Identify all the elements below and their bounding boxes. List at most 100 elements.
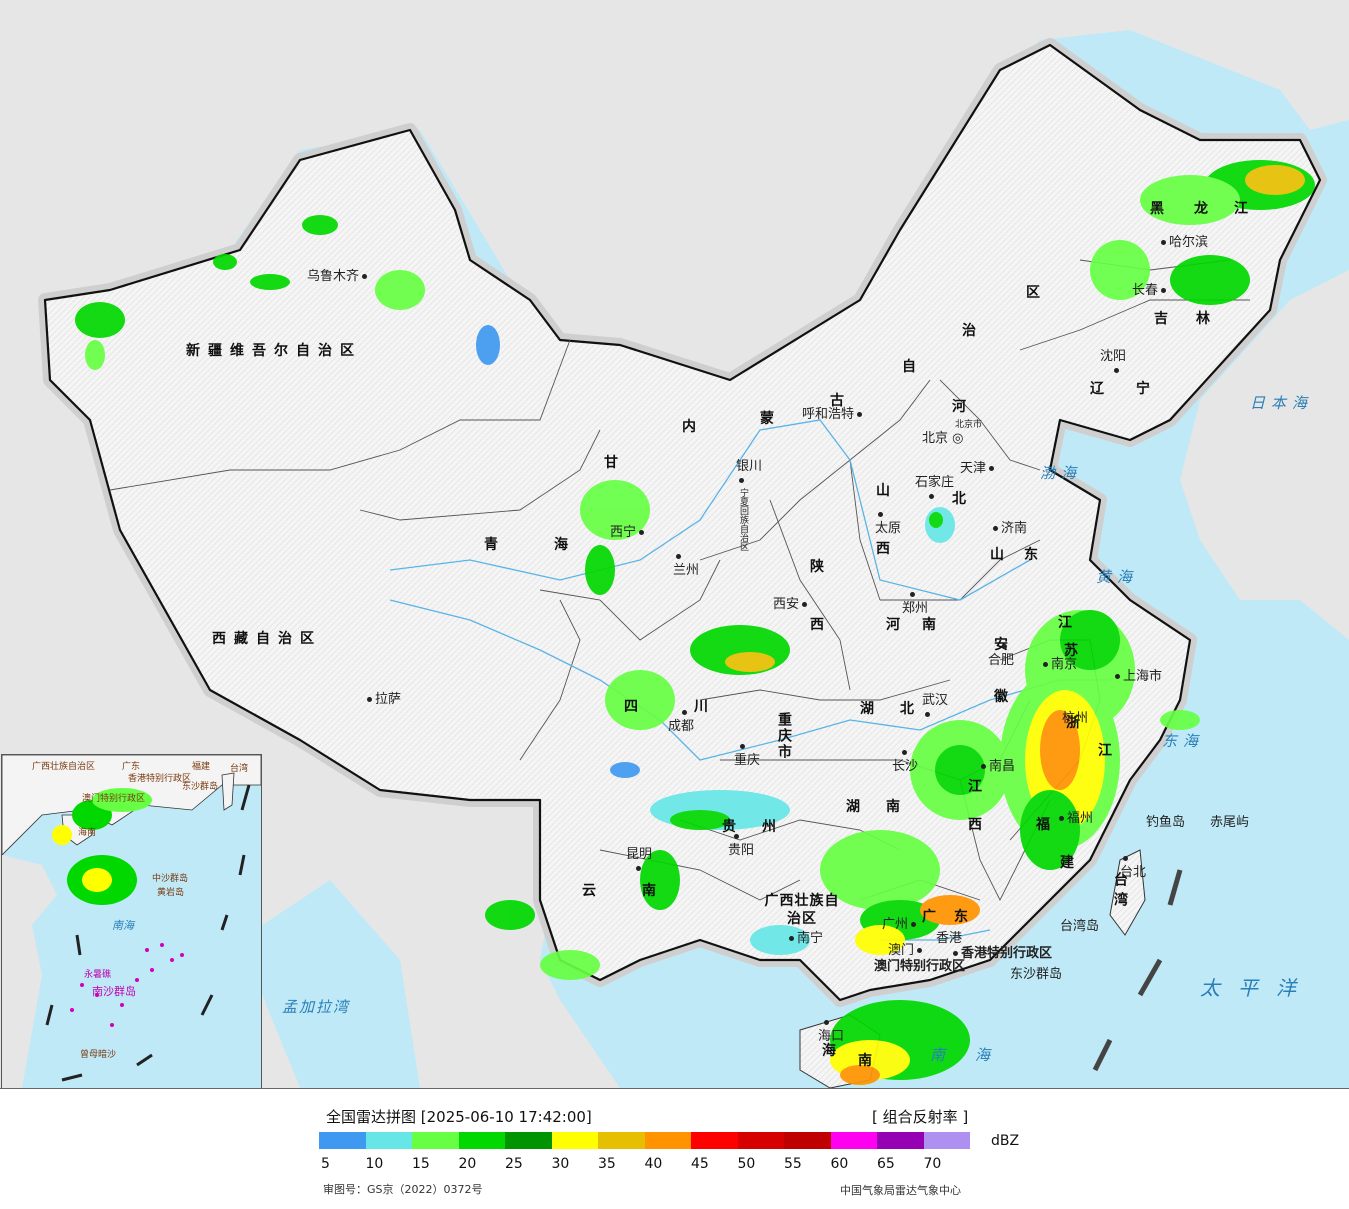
label-dongsha: 东沙群岛 <box>1010 967 1063 982</box>
legend-unit: dBZ <box>991 1133 1020 1149</box>
city-macao: 澳门 <box>888 944 925 958</box>
foreign-land-north <box>0 0 1349 380</box>
inset-label-guangxi: 广西壮族自治区 <box>32 762 96 772</box>
city-guangzhou: 广州 <box>882 918 919 932</box>
province-guangdong-1: 广 <box>922 909 944 925</box>
legend-tick-label: 25 <box>505 1156 523 1172</box>
city-guiyang: 贵阳 <box>728 830 754 858</box>
taiwan-island <box>1109 849 1146 936</box>
province-sichuan-1: 四 <box>624 699 646 715</box>
legend-swatch <box>598 1132 645 1149</box>
legend-panel: 全国雷达拼图 [2025-06-10 17:42:00] [ 组合反射率 ] d… <box>0 1088 1349 1209</box>
radar-echoes <box>75 160 1315 1085</box>
province-jiangxi-1: 江 <box>968 779 990 795</box>
province-heilongjiang-3: 江 <box>1234 201 1256 217</box>
legend-swatch <box>923 1132 970 1149</box>
city-beijing: 北京 ◎ <box>922 431 964 446</box>
legend-tick-label: 20 <box>458 1156 477 1172</box>
label-taiwan-island: 台湾岛 <box>1060 919 1100 934</box>
city-taipei: 台北 <box>1120 852 1146 880</box>
china-map-graphic <box>0 0 1349 1088</box>
city-lhasa: 拉萨 <box>364 693 401 707</box>
city-xining: 西宁 <box>610 526 647 540</box>
province-shandong-1: 山 <box>990 547 1012 563</box>
legend-tick-label: 60 <box>830 1156 849 1172</box>
city-hohhot: 呼和浩特 <box>802 408 865 422</box>
province-hebei-1: 河 <box>952 399 974 415</box>
sea-bohai: 渤海 <box>1040 464 1083 482</box>
province-jiangxi-2: 西 <box>968 817 990 833</box>
city-zhengzhou: 郑州 <box>902 588 928 616</box>
province-yunnan-1: 云 <box>582 883 604 899</box>
foreign-land-korea-japan <box>1180 270 1349 640</box>
credit-text: 中国气象局雷达气象中心 <box>840 1184 961 1197</box>
city-shanghai: 上海市 <box>1112 670 1162 684</box>
city-shenyang: 沈阳 <box>1100 350 1126 378</box>
city-taiyuan: 太原 <box>875 508 901 536</box>
province-xinjiang: 新疆维吾尔自治区 <box>186 343 362 359</box>
sea-south-china: 南海 <box>930 1046 1021 1064</box>
inset-sea-south-china: 南海 <box>112 919 134 932</box>
province-shaanxi-1: 陕 <box>810 559 832 575</box>
legend-swatch <box>877 1132 924 1149</box>
province-henan-2: 南 <box>922 617 944 633</box>
city-chengdu: 成都 <box>668 706 694 734</box>
city-nanning: 南宁 <box>786 932 823 946</box>
province-hunan-2: 南 <box>886 799 908 815</box>
province-zhejiang-2: 江 <box>1098 743 1120 759</box>
province-guizhou-2: 州 <box>762 819 784 835</box>
province-shanxi-2: 西 <box>876 541 898 557</box>
province-jilin-1: 吉 <box>1154 311 1176 327</box>
province-jiangsu-1: 江 <box>1058 615 1080 631</box>
province-neimenggu-4: 自 <box>902 359 924 375</box>
province-hunan-1: 湖 <box>846 799 868 815</box>
label-chiwei: 赤尾屿 <box>1210 815 1250 830</box>
province-neimenggu-2: 蒙 <box>760 411 782 427</box>
inset-label-dongsha: 东沙群岛 <box>182 782 219 792</box>
legend-swatch <box>830 1132 877 1149</box>
legend-tick-label: 30 <box>551 1156 570 1172</box>
province-shanxi-1: 山 <box>876 483 898 499</box>
city-jinan: 济南 <box>990 522 1027 536</box>
color-scale-bar <box>319 1132 970 1149</box>
legend-tick-label: 45 <box>691 1156 709 1172</box>
inset-label-taiwan: 台湾 <box>230 764 249 774</box>
city-changchun: 长春 <box>1132 284 1169 298</box>
legend-swatch <box>365 1132 412 1149</box>
city-hongkong: 香港 <box>936 931 963 946</box>
inset-label-huangyan: 黄岩岛 <box>157 888 185 898</box>
bay-of-bengal <box>240 880 420 1088</box>
city-harbin: 哈尔滨 <box>1158 236 1208 250</box>
inset-label-guangdong: 广东 <box>122 762 141 772</box>
legend-swatch <box>412 1132 459 1149</box>
city-nanjing: 南京 <box>1040 658 1077 672</box>
legend-swatch <box>458 1132 505 1149</box>
inset-label-yongshu: 永暑礁 <box>84 970 112 980</box>
legend-tick-label: 40 <box>644 1156 663 1172</box>
inset-label-fujian: 福建 <box>192 762 211 772</box>
inset-label-hainan: 海南 <box>78 828 97 838</box>
city-fuzhou: 福州 <box>1056 812 1093 826</box>
legend-tick-label: 10 <box>365 1156 384 1172</box>
province-shaanxi-2: 西 <box>810 617 832 633</box>
city-hefei: 合肥 <box>988 640 1014 668</box>
inset-label-hongkong: 香港特别行政区 <box>128 774 192 784</box>
city-kunming: 昆明 <box>626 848 652 876</box>
legend-swatch <box>784 1132 831 1149</box>
city-yinchuan: 银川 <box>736 460 762 488</box>
province-neimenggu-1: 内 <box>682 419 704 435</box>
province-guizhou-1: 贵 <box>722 819 744 835</box>
province-gansu: 甘 <box>604 455 626 471</box>
province-qinghai-1: 青 <box>484 537 506 553</box>
legend-tick-label: 35 <box>598 1156 616 1172</box>
legend-tick-label: 15 <box>412 1156 430 1172</box>
province-liaoning-1: 辽 <box>1090 381 1112 397</box>
label-macao-sar: 澳门特别行政区 <box>874 959 966 974</box>
province-fujian-2: 建 <box>1060 855 1082 871</box>
nine-dash-line <box>1092 869 1183 1072</box>
legend-swatch <box>551 1132 598 1149</box>
province-zhejiang-1: 浙 <box>1066 715 1088 731</box>
map-title: 全国雷达拼图 [2025-06-10 17:42:00] <box>326 1108 592 1126</box>
province-sichuan-2: 川 <box>694 699 716 715</box>
inset-label-macao: 澳门特别行政区 <box>82 794 146 804</box>
